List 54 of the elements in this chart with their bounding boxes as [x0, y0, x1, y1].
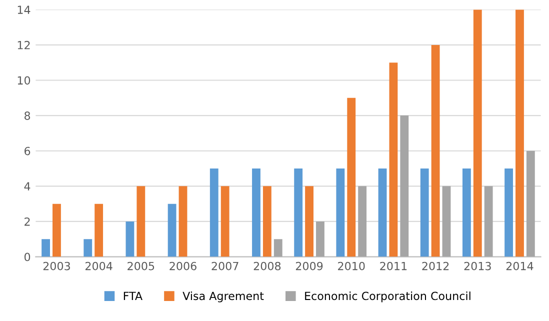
bar — [252, 168, 260, 257]
bar — [262, 186, 272, 257]
bar — [516, 10, 524, 257]
bar — [168, 204, 176, 257]
y-tick-label: 8 — [24, 112, 30, 120]
x-tick-label: 2006 — [170, 262, 196, 270]
bar — [305, 186, 314, 257]
x-tick-label: 2007 — [212, 262, 238, 270]
bar — [431, 44, 440, 257]
bar — [316, 221, 324, 257]
bar — [274, 239, 282, 257]
bar — [336, 168, 345, 257]
bar — [504, 168, 513, 257]
bar — [94, 204, 104, 257]
y-tick-label: 0 — [24, 252, 30, 262]
bar — [526, 150, 535, 257]
y-tick-label: 6 — [24, 146, 30, 156]
y-tick-label: 10 — [18, 76, 30, 85]
bar — [378, 168, 387, 257]
bar — [389, 62, 398, 257]
bar — [420, 168, 429, 257]
x-tick-label: 2003 — [43, 262, 70, 270]
y-tick-label: 2 — [24, 217, 30, 226]
bar — [178, 186, 188, 257]
bar — [400, 116, 409, 257]
x-tick-label: 2005 — [128, 262, 154, 270]
legend-label: FTA — [124, 292, 142, 300]
bar — [42, 239, 50, 257]
bar — [136, 186, 146, 257]
x-tick-label: 2012 — [422, 262, 449, 270]
legend-label: Economic Corporation Council — [305, 292, 470, 302]
bar — [473, 10, 482, 257]
bar — [294, 168, 303, 257]
x-tick-label: 2013 — [464, 262, 491, 270]
x-tick-label: 2011 — [380, 262, 407, 270]
bar — [347, 98, 356, 257]
x-tick-label: 2004 — [85, 262, 112, 270]
bar — [126, 221, 134, 257]
x-tick-label: 2014 — [506, 262, 534, 270]
bar — [442, 186, 451, 257]
x-tick-label: 2010 — [338, 262, 365, 270]
legend-label: Visa Agrement — [182, 292, 264, 302]
bar — [210, 168, 218, 257]
bar — [220, 186, 230, 257]
bar — [358, 186, 367, 257]
y-tick-label: 4 — [24, 182, 30, 190]
y-tick-label: 14 — [18, 6, 30, 14]
y-tick-label: 12 — [18, 40, 30, 50]
bar — [462, 168, 471, 257]
bar — [52, 204, 61, 257]
x-tick-label: 2009 — [296, 262, 323, 270]
bar — [84, 239, 92, 257]
x-tick-label: 2008 — [254, 262, 281, 270]
bar — [484, 186, 493, 257]
